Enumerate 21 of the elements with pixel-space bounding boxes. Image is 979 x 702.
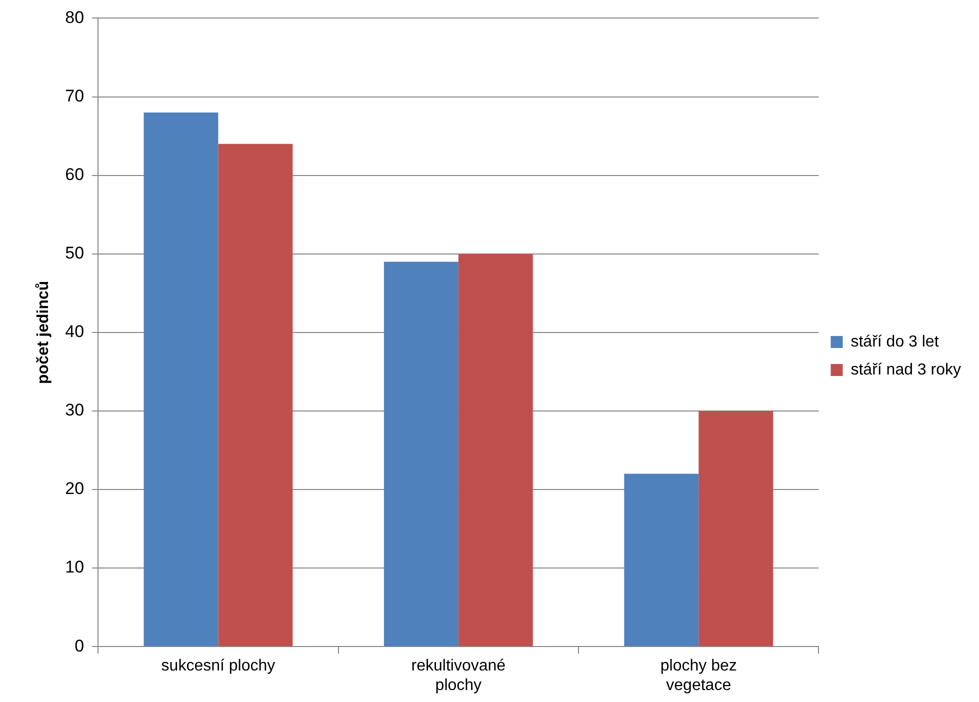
- bar: [384, 262, 458, 646]
- bar: [218, 144, 293, 646]
- y-tick-label: 40: [65, 322, 84, 342]
- y-axis-title: počet jedinců: [35, 280, 52, 384]
- legend-label: stáří nad 3 roky: [850, 361, 962, 378]
- bar: [624, 474, 699, 646]
- y-tick-label: 70: [65, 86, 84, 106]
- y-tick-label: 80: [65, 8, 84, 27]
- legend-label: stáří do 3 let: [850, 333, 940, 350]
- x-tick-label: rekultivované plochy: [411, 658, 506, 694]
- y-tick-label: 50: [65, 244, 84, 263]
- y-tick-label: 30: [65, 400, 84, 420]
- y-tick-label: 10: [65, 558, 84, 577]
- bar: [458, 254, 533, 646]
- y-tick-label: 0: [74, 636, 84, 656]
- x-tick-label: plochy bez vegetace: [660, 658, 737, 694]
- bar: [144, 112, 218, 646]
- x-tick-label: sukcesní plochy: [161, 658, 276, 675]
- bar: [698, 410, 774, 646]
- y-tick-label: 60: [65, 164, 84, 184]
- y-tick-label: 20: [65, 479, 84, 498]
